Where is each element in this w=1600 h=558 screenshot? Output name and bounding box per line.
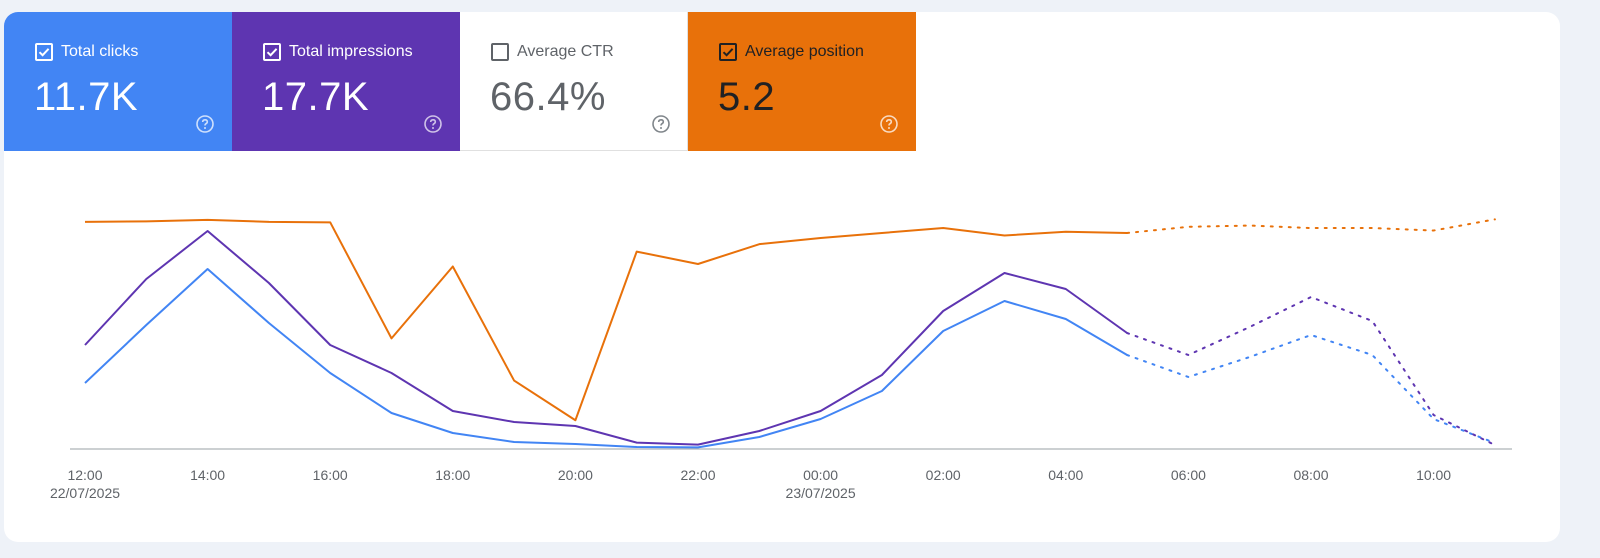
x-tick-label: 08:00: [1293, 467, 1328, 483]
metric-label: Average CTR: [517, 43, 614, 60]
metric-label: Total impressions: [289, 43, 413, 60]
series-projection-clicks: [1126, 333, 1496, 444]
x-tick-label: 20:00: [558, 467, 593, 483]
help-icon[interactable]: [196, 115, 214, 133]
metric-tiles: Total clicks 11.7K Total impressions 17.…: [4, 12, 916, 151]
series-projection-impressions: [1126, 295, 1496, 446]
help-icon[interactable]: [652, 115, 670, 133]
x-tick-labels: 12:00 22/07/2025 14:00 16:00 18:00 20:00 22:00…: [50, 467, 1451, 501]
metric-average-ctr[interactable]: Average CTR 66.4%: [460, 12, 688, 151]
performance-chart: 12:00 22/07/2025 14:00 16:00 18:00 20:00 22:00…: [50, 218, 1512, 501]
x-tick-label: 18:00: [435, 467, 470, 483]
x-tick-label: 02:00: [926, 467, 961, 483]
x-tick-date-label: 23/07/2025: [786, 485, 856, 501]
x-tick-date-label: 22/07/2025: [50, 485, 120, 501]
checkbox-checked-icon[interactable]: [35, 43, 53, 61]
series-line-position: [84, 218, 1128, 422]
checkbox-checked-icon[interactable]: [263, 43, 281, 61]
x-tick-label: 06:00: [1171, 467, 1206, 483]
metric-value: 17.7K: [262, 75, 370, 119]
help-icon[interactable]: [424, 115, 442, 133]
metric-value: 11.7K: [34, 75, 139, 119]
x-tick-label: 16:00: [313, 467, 348, 483]
metric-total-impressions[interactable]: Total impressions 17.7K: [232, 12, 460, 151]
help-icon[interactable]: [880, 115, 898, 133]
metric-label: Average position: [745, 43, 864, 60]
metric-total-clicks[interactable]: Total clicks 11.7K: [4, 12, 232, 151]
series-line-clicks: [84, 268, 1128, 449]
x-tick-label: 00:00: [803, 467, 838, 483]
x-tick-label: 12:00: [67, 467, 102, 483]
checkbox-checked-icon[interactable]: [719, 43, 737, 61]
metric-value: 5.2: [718, 75, 776, 119]
checkbox-unchecked-icon[interactable]: [491, 43, 509, 61]
x-tick-label: 22:00: [680, 467, 715, 483]
x-tick-label: 04:00: [1048, 467, 1083, 483]
metric-value: 66.4%: [490, 75, 606, 119]
series-layer: [84, 218, 1496, 449]
performance-card: 12:00 22/07/2025 14:00 16:00 18:00 20:00 22:00…: [4, 12, 1560, 542]
metric-label: Total clicks: [61, 43, 139, 60]
series-line-impressions: [84, 230, 1128, 446]
series-projection-position: [1126, 218, 1496, 234]
x-tick-label: 10:00: [1416, 467, 1451, 483]
metric-average-position[interactable]: Average position 5.2: [688, 12, 916, 151]
x-tick-label: 14:00: [190, 467, 225, 483]
